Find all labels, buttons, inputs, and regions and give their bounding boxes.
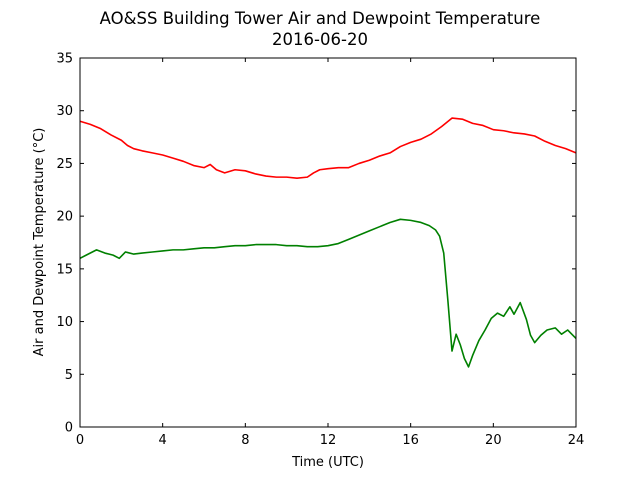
y-tick-label-6: 30	[56, 104, 73, 119]
y-axis-label: Air and Dewpoint Temperature (°C)	[32, 128, 47, 357]
x-tick-label-3: 12	[320, 433, 337, 448]
y-tick-label-0: 0	[65, 421, 73, 436]
chart-subtitle: 2016-06-20	[272, 30, 368, 49]
plot-frame	[79, 57, 577, 428]
ticks-layer: 0 4 8 12 16 20 24 0 5 10 15 20 25 30 35	[56, 52, 584, 449]
x-tick-label-1: 4	[159, 433, 167, 448]
y-tick-label-2: 10	[56, 315, 73, 330]
x-tick-label-0: 0	[76, 433, 84, 448]
x-axis-label: Time (UTC)	[291, 455, 364, 470]
chart-title: AO&SS Building Tower Air and Dewpoint Te…	[100, 9, 541, 28]
air-temperature-line	[79, 117, 577, 179]
dewpoint-temperature-line	[79, 218, 577, 368]
x-tick-label-4: 16	[402, 433, 419, 448]
y-tick-label-5: 25	[56, 157, 73, 172]
y-tick-label-7: 35	[56, 52, 73, 67]
series-layer	[79, 117, 577, 368]
x-tick-label-6: 24	[568, 433, 585, 448]
x-tick-label-5: 20	[485, 433, 502, 448]
y-tick-label-4: 20	[56, 210, 73, 225]
y-tick-label-1: 5	[65, 368, 73, 383]
x-tick-label-2: 8	[241, 433, 249, 448]
y-tick-label-3: 15	[56, 262, 73, 277]
